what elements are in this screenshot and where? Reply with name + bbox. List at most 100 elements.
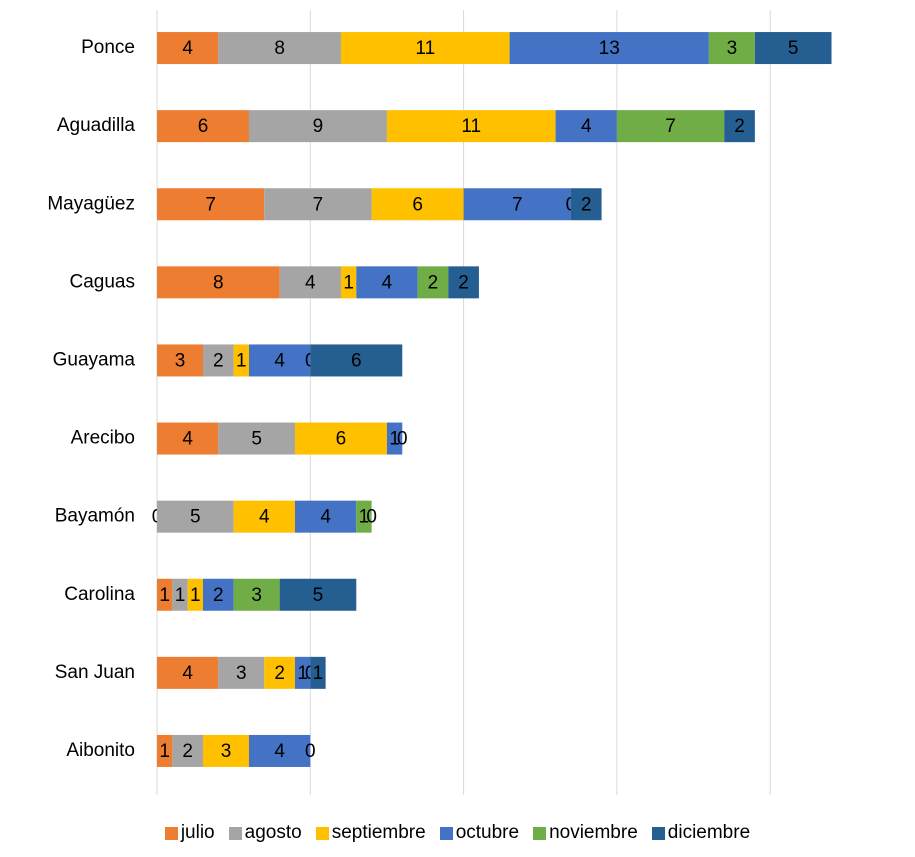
bar-segment	[218, 422, 295, 455]
data-label: 3	[175, 350, 186, 371]
bar-segment	[233, 578, 280, 611]
data-label: 1	[343, 272, 354, 293]
bar-segment	[310, 344, 403, 377]
bar-segment	[233, 344, 249, 377]
y-tick-label: Ponce	[81, 37, 135, 58]
data-label: 0	[397, 429, 408, 450]
data-label: 8	[213, 272, 224, 293]
bar-segment	[279, 266, 341, 299]
data-label: 13	[599, 38, 620, 59]
data-label: 1	[313, 663, 324, 684]
data-label: 1	[236, 350, 247, 371]
legend-swatch	[651, 826, 665, 840]
data-label: 0	[305, 741, 316, 762]
bar-segment	[264, 188, 372, 221]
bar-segment	[279, 578, 357, 611]
data-label: 7	[313, 194, 324, 215]
bar-segment	[371, 188, 464, 221]
data-label: 5	[251, 429, 262, 450]
bar-segment	[463, 188, 571, 221]
bar-segment	[157, 500, 234, 533]
bar-segment	[157, 578, 173, 611]
data-label: 3	[236, 663, 247, 684]
bar-segment	[294, 422, 387, 455]
legend: julio agosto septiembre octubre noviembre dic…	[0, 822, 915, 844]
y-tick-label: Bayamón	[55, 506, 135, 527]
data-label: 2	[182, 741, 193, 762]
bar-segment	[310, 656, 326, 689]
data-label: 4	[382, 272, 393, 293]
data-label: 5	[788, 38, 799, 59]
legend-swatch	[439, 826, 453, 840]
bar-segment	[708, 32, 755, 65]
bar-segment	[248, 344, 311, 377]
bar-segment	[233, 500, 295, 533]
legend-item: agosto	[228, 822, 302, 844]
legend-label: octubre	[455, 822, 520, 843]
bar-segment	[724, 110, 755, 143]
data-label: 7	[512, 194, 523, 215]
bar-segment	[248, 734, 311, 767]
data-label: 11	[415, 38, 435, 59]
legend-item: julio	[164, 822, 215, 844]
bar-segment	[172, 734, 203, 767]
bar-segment	[386, 110, 556, 143]
bar-segment	[754, 32, 832, 65]
y-tick-label: Mayagüez	[47, 193, 135, 214]
data-label: 2	[213, 585, 224, 606]
data-label: 6	[336, 429, 347, 450]
legend-item: septiembre	[315, 822, 426, 844]
bar-segment	[509, 32, 709, 65]
bar-segment	[448, 266, 479, 299]
data-label: 5	[190, 507, 201, 528]
legend-swatch	[533, 826, 547, 840]
data-label: 4	[581, 116, 592, 137]
data-label: 2	[458, 272, 469, 293]
bar-segment	[187, 578, 203, 611]
bar-segment	[616, 110, 725, 143]
legend-label: diciembre	[667, 822, 751, 843]
data-label: 6	[351, 350, 362, 371]
legend-item: octubre	[439, 822, 520, 844]
data-label: 4	[320, 507, 331, 528]
legend-swatch	[315, 826, 329, 840]
data-label: 6	[198, 116, 209, 137]
data-label: 3	[251, 585, 262, 606]
data-label: 2	[274, 663, 285, 684]
legend-label: septiembre	[331, 822, 426, 843]
legend-swatch	[228, 826, 242, 840]
data-label: 0	[366, 507, 377, 528]
data-label: 2	[428, 272, 439, 293]
legend-label: noviembre	[549, 822, 638, 843]
bar-segment	[202, 344, 234, 377]
bar-segment	[157, 266, 280, 299]
y-tick-label: Caguas	[70, 271, 136, 292]
bar-segment	[570, 188, 602, 221]
data-label: 8	[274, 38, 285, 59]
bar-segment	[248, 110, 387, 143]
data-label: 2	[213, 350, 224, 371]
bar-segment	[157, 422, 219, 455]
data-label: 3	[221, 741, 232, 762]
y-tick-label: Aibonito	[66, 740, 135, 761]
data-label: 4	[182, 38, 193, 59]
data-label: 1	[389, 429, 400, 450]
bar-segment	[202, 734, 249, 767]
data-label: 7	[665, 116, 676, 137]
bar-segment	[264, 656, 295, 689]
bar-segment	[157, 32, 219, 65]
bar-segment	[202, 578, 234, 611]
bar-segment	[157, 734, 173, 767]
bar-segment	[172, 578, 188, 611]
data-label: 1	[159, 585, 170, 606]
bar-segment	[340, 32, 510, 65]
legend-swatch	[164, 826, 178, 840]
legend-item: noviembre	[533, 822, 638, 844]
y-tick-label: Carolina	[64, 584, 135, 605]
bar-segment	[157, 344, 203, 377]
data-label: 1	[359, 507, 370, 528]
bar-segment	[157, 188, 265, 221]
data-label: 11	[461, 116, 481, 137]
y-tick-label: Arecibo	[71, 428, 135, 449]
